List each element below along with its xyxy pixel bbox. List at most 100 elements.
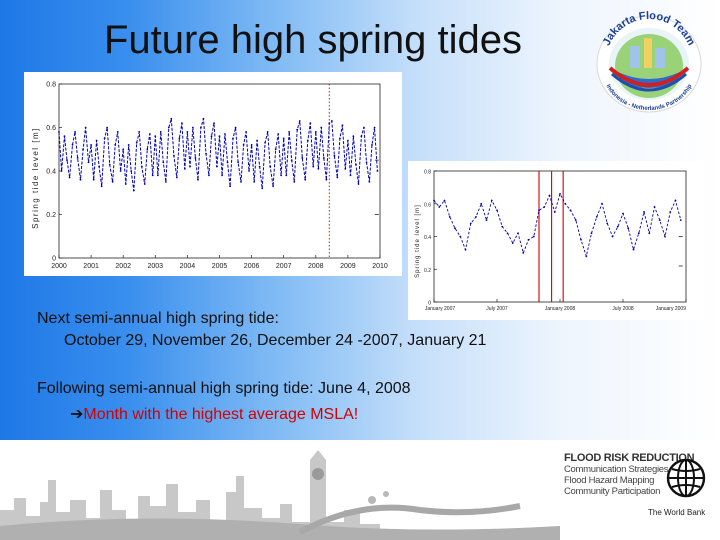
chart-2-data-point — [616, 225, 619, 228]
chart-2-data-point — [485, 219, 488, 222]
chart-1-data-point — [170, 117, 173, 120]
chart-1-data-point — [159, 130, 162, 133]
chart-1-data-point — [240, 180, 242, 183]
chart-1-data-point — [258, 165, 261, 168]
chart-2-data-point — [522, 251, 525, 254]
highlight-text: Month with the highest average MSLA! — [83, 406, 359, 423]
chart-1-data-point — [338, 137, 341, 140]
chart-1-data-point — [194, 157, 197, 159]
chart-1-data-point — [363, 126, 365, 129]
chart-1-data-point — [264, 141, 266, 144]
chart-2-data-point — [585, 255, 588, 258]
chart-2-svg: 0 0.2 0.4 0.6 0.8 January 2007 July 2007 Januar… — [415, 170, 687, 312]
flood-risk-reduction-block: FLOOD RISK REDUCTION Communication Strat… — [564, 452, 695, 497]
chart-1-data-point — [151, 174, 154, 177]
chart-1-data-point — [135, 141, 138, 144]
chart-1-xtick-label: 2003 — [148, 263, 164, 270]
chart-1-data-point — [92, 178, 95, 181]
chart-1-data-point — [282, 137, 285, 140]
chart-1-data-point — [148, 133, 151, 135]
chart-1-data-point — [336, 176, 339, 179]
chart-1-xtick-label: 2010 — [372, 263, 388, 270]
chart-2-data-point — [637, 232, 640, 235]
chart-1-ytick-label: 0 — [52, 256, 56, 263]
chart-1-data-point — [167, 126, 170, 129]
chart-2-data-point — [648, 232, 651, 235]
chart-2-data-point — [679, 219, 682, 222]
chart-1-data-point — [58, 130, 60, 133]
chart-1-data-point — [328, 122, 331, 125]
chart-1-data-point — [293, 180, 296, 183]
jakarta-flood-team-logo: Jakarta Flood Team Indonesia - Netherlan… — [596, 10, 702, 113]
chart-2-data-point — [595, 215, 598, 218]
chart-1-data-point — [360, 135, 363, 138]
chart-2-data-point — [601, 202, 603, 205]
chart-2-data-point — [496, 209, 498, 212]
chart-1-data-point — [111, 180, 114, 183]
chart-1-data-point — [341, 124, 344, 127]
chart-1-data-point — [306, 139, 309, 142]
chart-2-data-point — [606, 222, 609, 225]
chart-1-data-point — [224, 133, 226, 135]
chart-1-xtick-label: 2002 — [115, 263, 131, 270]
chart-2-series-line — [433, 192, 682, 258]
chart-1-ytick-label: 0.2 — [46, 212, 56, 219]
chart-1-data-point — [122, 148, 125, 151]
chart-1-data-point — [274, 148, 277, 151]
chart-1-data-point — [103, 137, 106, 140]
chart-1-data-point — [205, 152, 207, 155]
chart-1-data-point — [162, 161, 165, 164]
chart-2-data-point — [469, 222, 472, 225]
chart-2000-2010: 0 0.2 0.4 0.6 0.8 2000 2001 2002 2003 2004 2005 200… — [24, 72, 402, 276]
chart-1-data-point — [333, 154, 336, 157]
chart-2-data-point — [433, 199, 435, 202]
chart-1-data-point — [79, 178, 82, 181]
page-title: Future high spring tides — [104, 18, 523, 62]
chart-1-xtick-label: 2009 — [340, 263, 356, 270]
chart-1-data-point — [183, 167, 186, 170]
chart-2-data-point — [443, 199, 446, 202]
chart-1-xtick-label: 2007 — [276, 263, 292, 270]
chart-2-xtick-label: July 2008 — [612, 306, 634, 312]
chart-2-data-point — [632, 248, 635, 251]
chart-1-data-point — [82, 148, 84, 151]
chart-1-ytick-label: 0.4 — [46, 169, 56, 176]
chart-2-data-point — [511, 242, 514, 244]
chart-1-data-point — [266, 130, 269, 133]
chart-1-data-point — [202, 117, 205, 120]
chart-1-data-point — [344, 167, 347, 170]
chart-2-data-point — [564, 202, 567, 205]
chart-1-data-point — [253, 180, 256, 183]
chart-1-data-point — [237, 161, 240, 164]
chart-2-data-point — [532, 235, 535, 238]
chart-1-data-point — [68, 176, 71, 179]
chart-1-data-point — [76, 157, 79, 159]
chart-1-data-point — [256, 139, 258, 142]
chart-2-data-point — [490, 199, 493, 202]
chart-2-xtick-label: July 2007 — [486, 306, 508, 312]
chart-1-data-point — [175, 176, 178, 179]
chart-2-data-point — [517, 232, 519, 235]
chart-1-data-point — [226, 161, 229, 164]
footer-item-hazard-mapping: Flood Hazard Mapping — [564, 475, 655, 486]
chart-1-data-point — [208, 174, 210, 177]
chart-2-ytick-label: 0.6 — [424, 202, 431, 208]
chart-2-xtick-label: January 2009 — [656, 306, 687, 312]
chart-1-data-point — [229, 185, 231, 188]
chart-1-data-point — [285, 174, 288, 177]
chart-1-data-point — [140, 165, 143, 168]
chart-1-data-point — [90, 144, 92, 146]
chart-2-data-point — [664, 235, 666, 238]
chart-2-data-point — [653, 206, 656, 208]
chart-1-data-point — [221, 174, 223, 177]
chart-1-data-point — [132, 189, 135, 192]
chart-1-data-point — [197, 178, 199, 181]
chart-1-data-point — [138, 130, 141, 133]
chart-1-data-point — [272, 185, 275, 188]
chart-2-data-point — [448, 215, 451, 218]
world-bank-name: The World Bank — [648, 508, 706, 517]
chart-2-data-point — [611, 235, 614, 238]
chart-1-data-point — [178, 137, 181, 140]
chart-1-data-point — [349, 174, 352, 177]
